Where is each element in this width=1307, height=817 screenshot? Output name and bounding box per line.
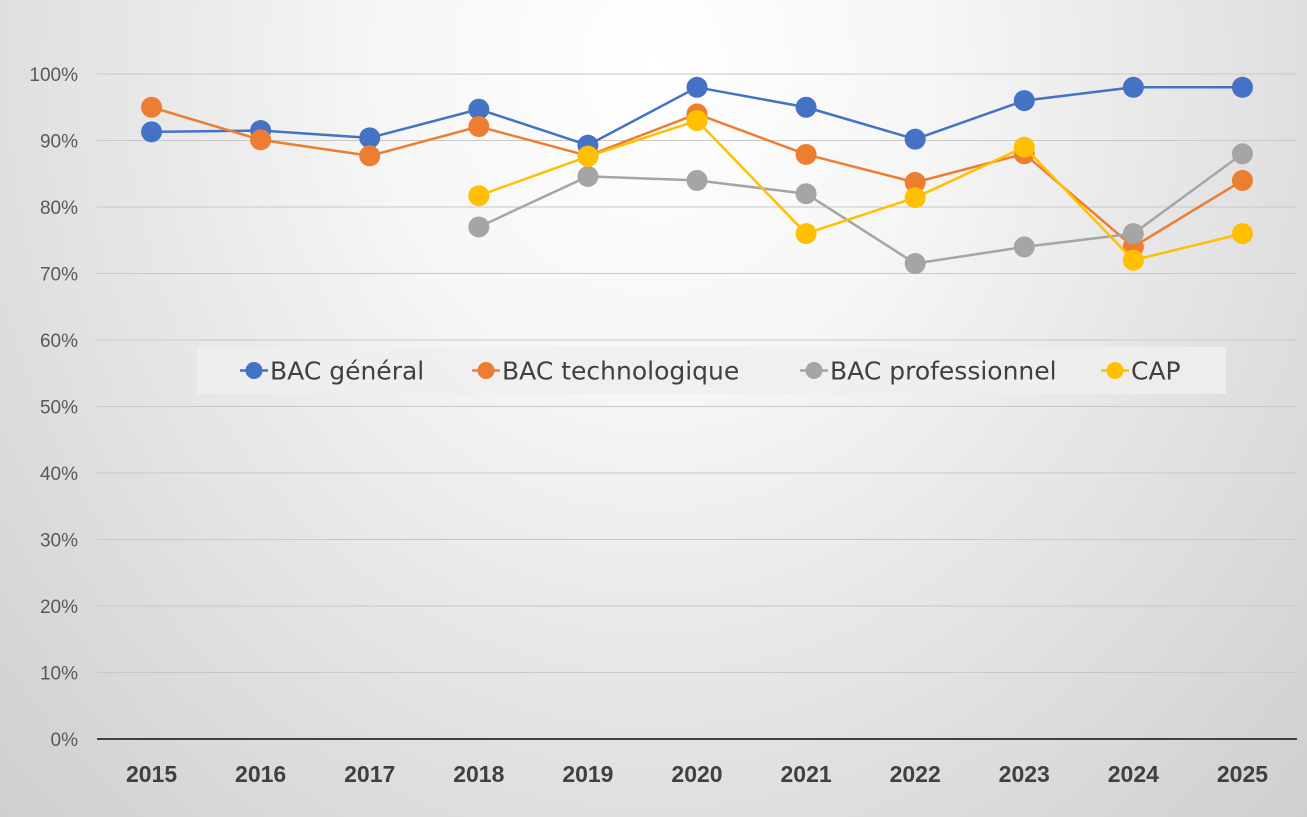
x-tick-label: 2025 — [1217, 761, 1268, 787]
data-point — [1122, 249, 1144, 271]
data-point — [904, 187, 926, 209]
y-tick-label: 20% — [40, 597, 78, 618]
x-tick-label: 2017 — [344, 761, 395, 787]
series-2 — [468, 143, 1253, 275]
legend-marker — [477, 362, 495, 379]
x-tick-label: 2022 — [890, 761, 941, 787]
legend-entry: BAC professionnel — [800, 357, 1057, 386]
data-point — [686, 169, 708, 191]
legend-label: BAC technologique — [502, 357, 739, 386]
legend-label: BAC général — [270, 357, 424, 386]
y-tick-label: 100% — [29, 65, 78, 86]
data-point — [468, 216, 490, 238]
legend-marker — [245, 362, 263, 379]
x-tick-label: 2019 — [562, 761, 613, 787]
data-point — [795, 183, 817, 205]
data-point — [1013, 90, 1035, 112]
legend-marker — [1106, 362, 1124, 379]
data-point — [904, 128, 926, 150]
y-tick-label: 50% — [40, 398, 78, 419]
data-point — [141, 121, 163, 143]
data-point — [577, 145, 599, 167]
legend-label: BAC professionnel — [830, 357, 1057, 386]
y-axis-ticks: 0% 10% 20% 30% 40% 50% 60% 70% 80% 90% 100% — [29, 65, 78, 751]
data-point — [904, 171, 926, 193]
y-tick-label: 90% — [40, 132, 78, 153]
data-point — [686, 76, 708, 98]
data-point — [1231, 143, 1253, 165]
series-lines — [141, 76, 1253, 275]
x-tick-label: 2018 — [453, 761, 504, 787]
series-3 — [468, 110, 1253, 271]
x-axis-ticks: 2015 2016 2017 2018 2019 2020 2021 2022 2023 2024… — [126, 761, 1268, 787]
x-tick-label: 2023 — [999, 761, 1050, 787]
data-point — [468, 116, 490, 138]
gridlines — [97, 73, 1297, 673]
series-line — [478, 152, 1244, 265]
legend: BAC général BAC technologique BAC professi… — [197, 347, 1226, 394]
y-tick-label: 10% — [40, 664, 78, 685]
data-point — [577, 165, 599, 187]
legend-entry: CAP — [1101, 357, 1181, 386]
data-point — [468, 98, 490, 120]
y-tick-label: 40% — [40, 464, 78, 485]
x-tick-label: 2020 — [671, 761, 722, 787]
data-point — [1231, 76, 1253, 98]
x-tick-label: 2015 — [126, 761, 177, 787]
legend-label: CAP — [1131, 357, 1181, 386]
data-point — [1122, 223, 1144, 245]
data-point — [1231, 169, 1253, 191]
data-point — [795, 96, 817, 118]
data-point — [250, 129, 272, 151]
data-point — [686, 110, 708, 132]
data-point — [795, 143, 817, 165]
legend-marker — [805, 362, 823, 379]
data-point — [1122, 76, 1144, 98]
legend-background — [197, 347, 1226, 394]
data-point — [795, 223, 817, 245]
x-tick-label: 2016 — [235, 761, 286, 787]
x-tick-label: 2021 — [781, 761, 832, 787]
y-tick-label: 30% — [40, 531, 78, 552]
y-tick-label: 80% — [40, 198, 78, 219]
y-tick-label: 0% — [51, 730, 79, 751]
data-point — [904, 253, 926, 275]
data-point — [468, 185, 490, 207]
y-tick-label: 70% — [40, 265, 78, 286]
data-point — [359, 127, 381, 149]
data-point — [1231, 223, 1253, 245]
data-point — [1013, 236, 1035, 258]
data-point — [359, 145, 381, 167]
data-point — [1013, 136, 1035, 158]
legend-entry: BAC technologique — [472, 357, 739, 386]
data-point — [141, 96, 163, 118]
series-line — [478, 119, 1243, 262]
legend-entry: BAC général — [240, 357, 424, 386]
y-tick-label: 60% — [40, 331, 78, 352]
x-tick-label: 2024 — [1108, 761, 1159, 787]
